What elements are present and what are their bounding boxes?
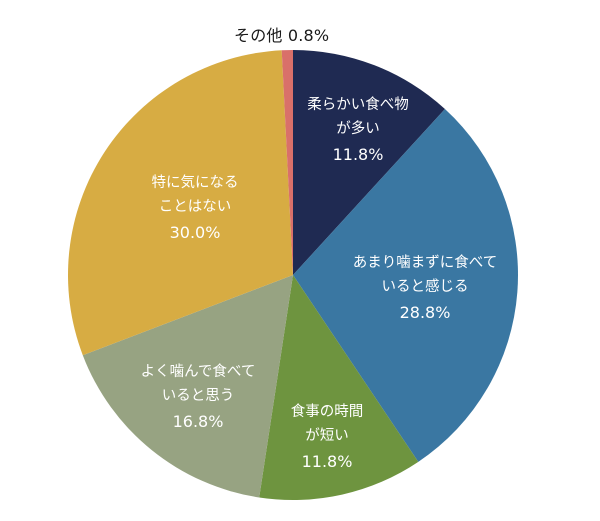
pie-slice	[281, 49, 293, 275]
slice-label-text: あまり噛まずに食べて	[352, 255, 498, 271]
pie-slice	[293, 109, 518, 462]
slice-label-text: いると思う	[161, 388, 235, 404]
slice-label: よく噛んで食べて いると思う 16.8%	[141, 360, 256, 436]
other-slice-label: その他 0.8%	[234, 26, 330, 45]
slice-percentage: 11.8%	[301, 452, 353, 471]
slice-label-text: ことはない	[158, 199, 232, 215]
pie-slice	[68, 50, 293, 356]
slice-label: 柔らかい食べ物 が多い 11.8%	[307, 93, 409, 169]
slice-label-text: 食事の時間	[290, 404, 364, 420]
slice-label: あまり噛まずに食べて いると感じる 28.8%	[353, 251, 497, 327]
slice-label: 特に気になる ことはない 30.0%	[152, 171, 239, 247]
slice-label-text: が短い	[305, 428, 349, 444]
slice-label-text: いると感じる	[381, 279, 469, 295]
slice-percentage: 30.0%	[169, 223, 221, 242]
slice-label-text: 柔らかい食べ物	[307, 97, 409, 113]
pie-slice	[259, 275, 419, 501]
pie-slice	[82, 275, 293, 498]
slice-percentage: 16.8%	[172, 412, 224, 431]
slice-label-text: よく噛んで食べて	[140, 364, 256, 380]
slice-label-text: 特に気になる	[151, 175, 239, 191]
pie-slice	[293, 50, 445, 275]
slice-label: 食事の時間が短い 11.8%	[291, 400, 364, 476]
slice-percentage: 28.8%	[399, 303, 451, 322]
slice-percentage: 11.8%	[332, 145, 384, 164]
slice-label-text: が多い	[336, 121, 380, 137]
